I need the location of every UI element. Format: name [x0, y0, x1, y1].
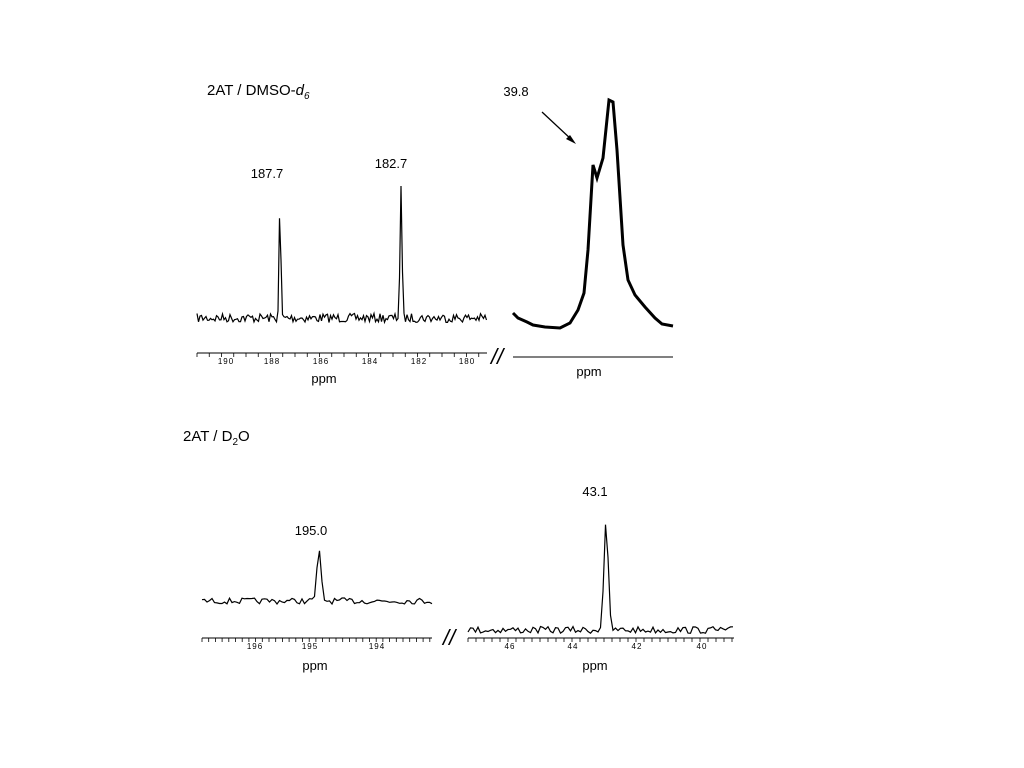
tick-label: 188: [264, 357, 280, 366]
peak-label: 182.7: [375, 156, 408, 171]
title-after: O: [238, 428, 250, 445]
title-sub: 6: [304, 91, 310, 102]
tick-label: 44: [568, 642, 579, 651]
axis-label: ppm: [582, 658, 607, 673]
spectrum-line: [201, 550, 433, 606]
tick-label: 182: [411, 357, 427, 366]
tick-label: 194: [369, 642, 385, 651]
title-sub: 2: [232, 437, 238, 448]
axis-break: //: [441, 625, 457, 650]
spectrum-line: [511, 97, 674, 330]
peak-label: 43.1: [582, 484, 607, 499]
axis-label: ppm: [302, 658, 327, 673]
tick-label: 46: [505, 642, 516, 651]
peak-label: 195.0: [295, 523, 328, 538]
peak-label: 187.7: [251, 166, 284, 181]
title-text: 2AT / DMSO-: [207, 82, 296, 99]
tick-label: 190: [218, 357, 234, 366]
tick-label: 42: [632, 642, 643, 651]
tick-label: 184: [362, 357, 378, 366]
axis-label: ppm: [311, 371, 336, 386]
title-italic: d: [296, 82, 305, 99]
axis-break: //: [489, 344, 505, 369]
arrow-head: [566, 135, 576, 144]
tick-label: 186: [313, 357, 329, 366]
spectrum-line: [467, 524, 734, 635]
title-text: 2AT / D: [183, 428, 233, 445]
tick-label: 196: [247, 642, 263, 651]
tick-label: 180: [459, 357, 475, 366]
panel-title: 2AT / D2O: [183, 428, 250, 448]
axis-label: ppm: [576, 364, 601, 379]
arrow: [541, 111, 573, 141]
panel-title: 2AT / DMSO-d6: [207, 82, 310, 102]
tick-label: 195: [302, 642, 318, 651]
tick-label: 40: [697, 642, 708, 651]
peak-label: 39.8: [503, 84, 528, 99]
spectrum-line: [196, 185, 488, 325]
